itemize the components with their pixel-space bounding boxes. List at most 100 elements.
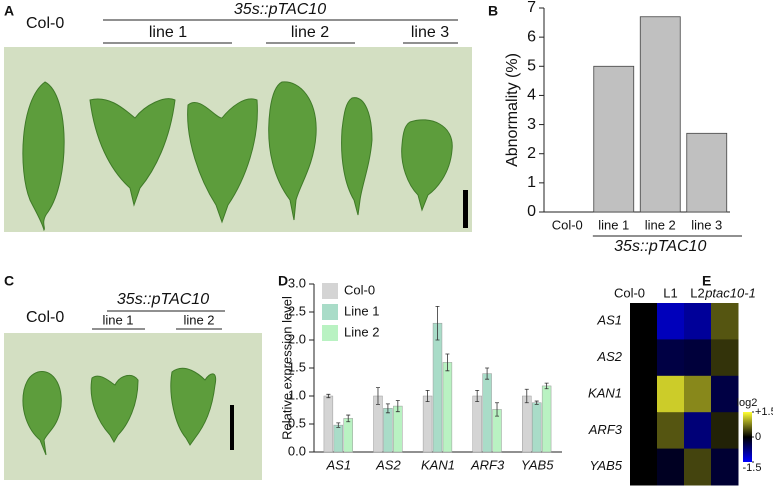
bar <box>482 373 492 453</box>
legend-swatch <box>322 304 338 320</box>
y-tick-label: 1.5 <box>288 359 306 374</box>
heatmap-cell <box>630 375 658 413</box>
y-axis-label: Relative expression level <box>279 296 294 440</box>
error-bar <box>346 414 351 423</box>
y-tick-label: 2 <box>527 145 536 162</box>
line-label: line 2 <box>291 24 329 41</box>
scale-bar <box>230 405 234 450</box>
row-label: YAB5 <box>589 458 622 473</box>
scale-bar <box>463 190 468 228</box>
error-bar <box>524 388 529 404</box>
legend-label: Line 1 <box>344 303 379 318</box>
line-label: line 3 <box>411 24 449 41</box>
heatmap-cell <box>711 412 739 450</box>
error-bar <box>326 393 331 399</box>
heatmap-cell <box>630 412 658 450</box>
panel-label: E <box>702 273 711 289</box>
x-tick-label: line 2 <box>645 217 676 232</box>
bar <box>472 395 482 453</box>
heatmap-cell <box>711 339 739 377</box>
control-label: Col-0 <box>26 15 64 32</box>
x-tick-label: KAN1 <box>421 457 455 472</box>
heatmap-cell <box>630 448 658 486</box>
bar <box>541 385 552 453</box>
y-tick-label: 0.0 <box>288 443 306 458</box>
colorbar-tick-label: 0 <box>755 431 761 443</box>
error-bar <box>445 353 450 372</box>
colorbar-label: log2 <box>737 397 758 409</box>
bar <box>393 405 403 453</box>
colorbar-tick-label: +1.5 <box>755 406 773 418</box>
heatmap-cell <box>711 303 739 340</box>
bar <box>686 132 728 213</box>
construct-label: 35s::pTAC10 <box>234 1 326 18</box>
bar <box>422 395 433 453</box>
line-label: line 1 <box>149 24 187 41</box>
row-label: ARF3 <box>588 422 623 437</box>
error-bar <box>485 367 490 380</box>
panel-label: C <box>4 273 14 289</box>
panel-label: A <box>4 3 14 19</box>
y-tick-label: 1 <box>527 174 536 191</box>
leaves <box>22 367 217 456</box>
heatmap-cell <box>657 412 685 450</box>
row-label: AS2 <box>596 349 622 364</box>
x-tick-label: AS1 <box>326 457 352 472</box>
y-tick-label: 4 <box>527 87 536 104</box>
heatmap-cell <box>684 448 712 486</box>
construct-label: 35s::pTAC10 <box>117 291 209 308</box>
bar <box>639 16 681 213</box>
column-label: L2 <box>690 285 704 300</box>
y-tick-label: 0.5 <box>288 415 306 430</box>
legend-swatch <box>322 325 338 341</box>
line-label: line 2 <box>183 312 214 327</box>
bar <box>323 395 334 453</box>
y-tick-label: 0 <box>527 203 536 220</box>
bar <box>333 424 344 453</box>
column-label: ptac10-1 <box>704 285 756 300</box>
heatmap-cell <box>711 448 739 486</box>
bar <box>593 65 635 213</box>
legend-swatch <box>322 283 338 299</box>
heatmap-cell <box>684 303 712 340</box>
bar <box>522 395 532 453</box>
x-tick-label: line 1 <box>598 217 629 232</box>
heatmap-cell <box>711 375 739 413</box>
heatmap-cell <box>657 339 685 377</box>
heatmap-cell <box>630 303 658 340</box>
y-axis-label: Abnormality (%) <box>504 53 521 167</box>
error-bar <box>534 400 539 405</box>
y-tick-label: 5 <box>527 58 536 75</box>
legend-label: Col-0 <box>344 282 375 297</box>
error-bar <box>385 403 390 414</box>
y-tick-label: 2.0 <box>288 331 306 346</box>
heatmap-cell <box>657 303 685 340</box>
y-tick-label: 6 <box>527 28 536 45</box>
heatmap-cell <box>684 412 712 450</box>
x-tick-label: ARF3 <box>470 457 505 472</box>
panel-label: D <box>278 273 288 289</box>
y-tick-label: 1.0 <box>288 387 306 402</box>
panel-label: B <box>488 3 498 19</box>
x-tick-label: YAB5 <box>521 457 554 472</box>
heatmap-cell <box>684 339 712 377</box>
column-label: Col-0 <box>614 285 645 300</box>
colorbar-tick-label: -1.5 <box>743 462 762 474</box>
legend-label: Line 2 <box>344 324 379 339</box>
row-label: AS1 <box>596 313 622 328</box>
x-tick-label: AS2 <box>375 457 401 472</box>
error-bar <box>375 387 380 405</box>
y-tick-label: 3.0 <box>288 275 306 290</box>
x-tick-label: line 3 <box>691 217 722 232</box>
heatmap-cell <box>657 448 685 486</box>
error-bar <box>435 306 440 341</box>
error-bar <box>425 390 430 402</box>
group-label: 35s::pTAC10 <box>614 238 706 255</box>
heatmap-cell <box>657 375 685 413</box>
y-tick-label: 2.5 <box>288 303 306 318</box>
error-bar <box>336 422 341 428</box>
heatmap-cell <box>630 339 658 377</box>
line-label: line 1 <box>102 312 133 327</box>
heatmap-cell <box>684 375 712 413</box>
